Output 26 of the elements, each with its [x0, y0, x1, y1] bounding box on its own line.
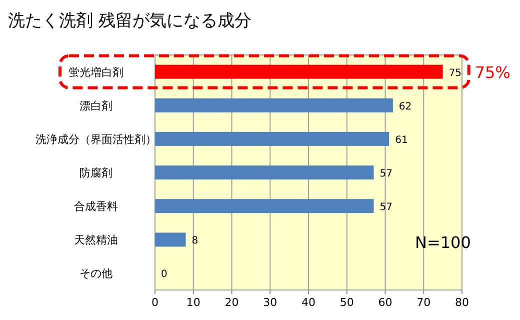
xtick: 50: [340, 296, 354, 309]
category: 洗浄成分（界面活性剤）: [36, 132, 156, 146]
category: その他: [80, 267, 112, 280]
data-label: 57: [380, 168, 392, 180]
annotation: 75%: [474, 62, 510, 82]
xtick: 20: [224, 296, 239, 309]
data-label: 75: [448, 68, 462, 79]
category: 防腐剤: [80, 166, 112, 180]
xtick: 30: [263, 296, 278, 309]
category: 蛍光増白剤: [68, 66, 124, 79]
data-label: 62: [398, 101, 412, 112]
title: 洗たく洗剤 残留が気になる成分: [8, 11, 252, 31]
xtick: 60: [378, 296, 392, 309]
xtick: 10: [186, 296, 200, 309]
data-label: 8: [192, 236, 198, 247]
data-label: 57: [380, 202, 392, 214]
xtick: 70: [416, 296, 431, 309]
xtick: 40: [302, 296, 316, 309]
category: 天然精油: [74, 234, 118, 247]
category: 合成香料: [74, 200, 118, 214]
annotation: N=100: [415, 233, 471, 252]
category: 漂白剤: [80, 99, 112, 112]
xtick: 80: [455, 296, 469, 309]
data-label: 61: [395, 134, 408, 146]
xtick: 0: [152, 296, 158, 309]
data-label: 0: [161, 269, 168, 280]
